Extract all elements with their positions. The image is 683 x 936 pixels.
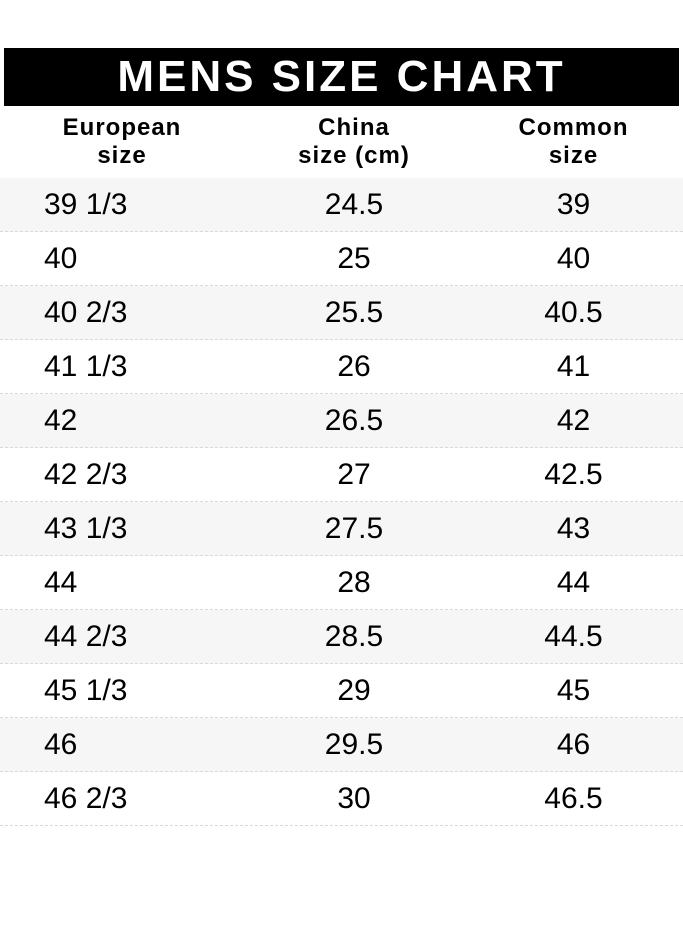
cell-european: 44 2/3 (0, 620, 244, 654)
table-row: 4629.546 (0, 718, 683, 772)
table-row: 44 2/328.544.5 (0, 610, 683, 664)
cell-china: 29 (244, 674, 464, 708)
col-header-common: Common size (464, 114, 683, 169)
cell-china: 26 (244, 350, 464, 384)
cell-china: 30 (244, 782, 464, 816)
cell-china: 26.5 (244, 404, 464, 438)
table-row: 4226.542 (0, 394, 683, 448)
cell-china: 25 (244, 242, 464, 276)
table-row: 46 2/33046.5 (0, 772, 683, 826)
cell-european: 39 1/3 (0, 188, 244, 222)
cell-china: 28 (244, 566, 464, 600)
cell-common: 43 (464, 512, 683, 546)
page-title: MENS SIZE CHART (4, 48, 679, 106)
table-header-row: European size China size (cm) Common siz… (0, 106, 683, 178)
table-row: 442844 (0, 556, 683, 610)
table-row: 45 1/32945 (0, 664, 683, 718)
cell-european: 43 1/3 (0, 512, 244, 546)
cell-european: 40 (0, 242, 244, 276)
cell-common: 42.5 (464, 458, 683, 492)
cell-china: 25.5 (244, 296, 464, 330)
cell-common: 45 (464, 674, 683, 708)
cell-china: 27 (244, 458, 464, 492)
cell-european: 42 (0, 404, 244, 438)
size-chart-page: MENS SIZE CHART European size China size… (0, 48, 683, 936)
cell-european: 41 1/3 (0, 350, 244, 384)
table-row: 43 1/327.543 (0, 502, 683, 556)
cell-common: 40.5 (464, 296, 683, 330)
table-row: 41 1/32641 (0, 340, 683, 394)
cell-china: 27.5 (244, 512, 464, 546)
cell-european: 46 (0, 728, 244, 762)
cell-common: 40 (464, 242, 683, 276)
col-header-china: China size (cm) (244, 114, 464, 169)
cell-european: 40 2/3 (0, 296, 244, 330)
col-header-european: European size (0, 114, 244, 169)
table-row: 40 2/325.540.5 (0, 286, 683, 340)
cell-european: 45 1/3 (0, 674, 244, 708)
table-body: 39 1/324.53940254040 2/325.540.541 1/326… (0, 178, 683, 826)
cell-european: 46 2/3 (0, 782, 244, 816)
cell-china: 29.5 (244, 728, 464, 762)
cell-european: 44 (0, 566, 244, 600)
cell-european: 42 2/3 (0, 458, 244, 492)
cell-common: 46 (464, 728, 683, 762)
cell-common: 39 (464, 188, 683, 222)
table-row: 39 1/324.539 (0, 178, 683, 232)
cell-common: 44.5 (464, 620, 683, 654)
cell-common: 41 (464, 350, 683, 384)
cell-china: 24.5 (244, 188, 464, 222)
cell-common: 42 (464, 404, 683, 438)
cell-common: 46.5 (464, 782, 683, 816)
cell-china: 28.5 (244, 620, 464, 654)
table-row: 402540 (0, 232, 683, 286)
table-row: 42 2/32742.5 (0, 448, 683, 502)
cell-common: 44 (464, 566, 683, 600)
